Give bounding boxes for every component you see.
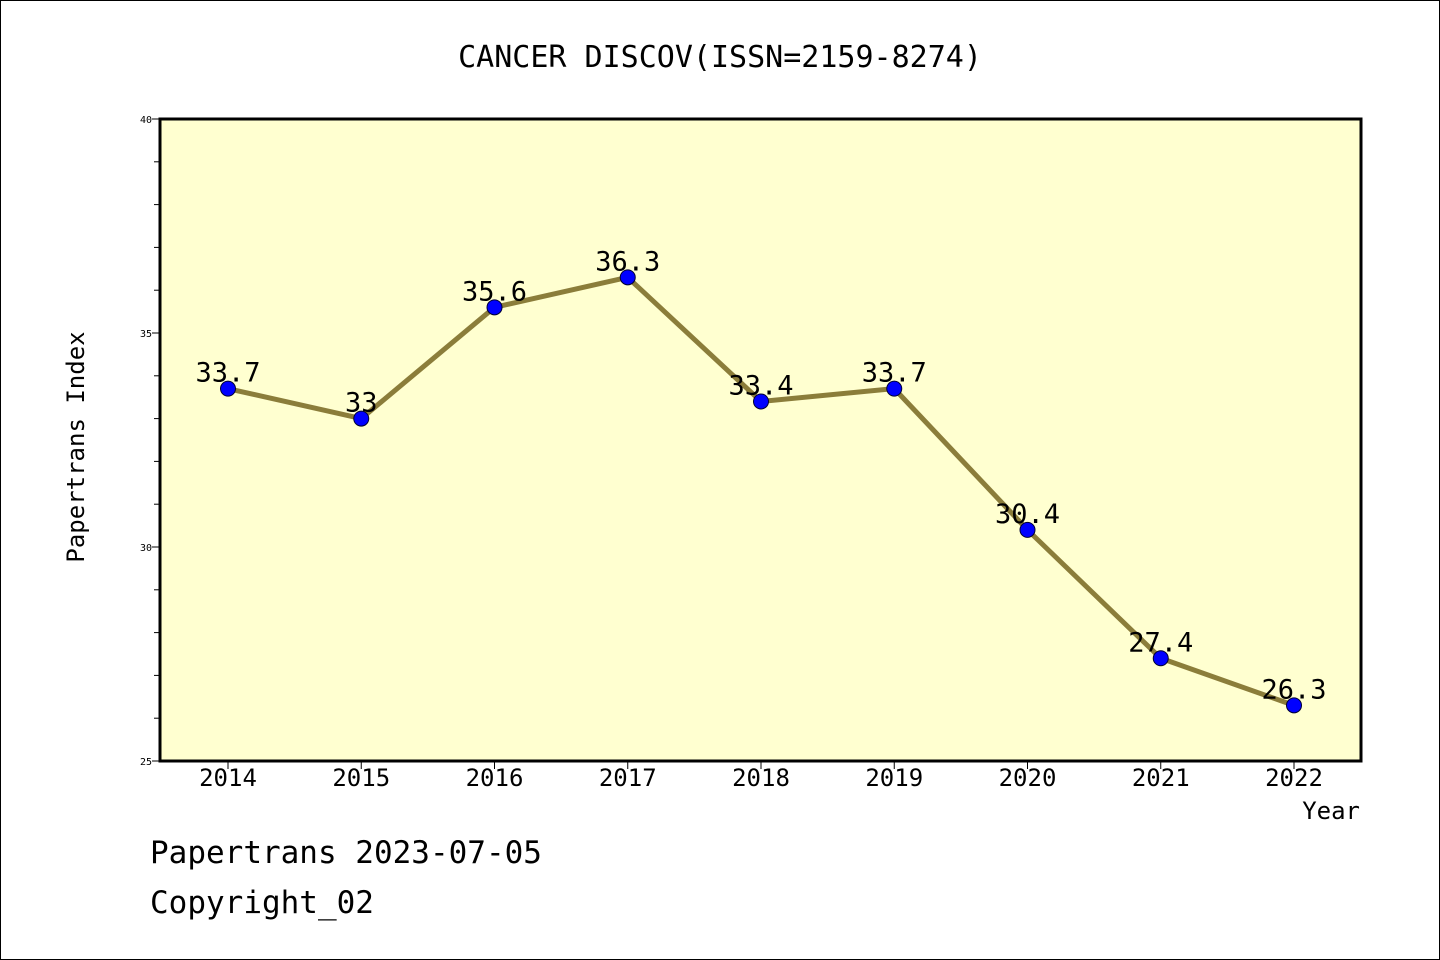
x-tick-label: 2018 [732, 764, 790, 792]
y-axis-ticks: 25 30 35 40 [140, 115, 160, 768]
x-tick-label: 2020 [999, 764, 1057, 792]
chart-title: CANCER DISCOV(ISSN=2159-8274) [458, 40, 982, 75]
data-label: 33.7 [195, 358, 260, 389]
data-label: 30.4 [995, 499, 1060, 530]
x-tick-label: 2016 [466, 764, 524, 792]
data-point [753, 393, 769, 410]
y-axis-title: Papertrans Index [62, 331, 90, 562]
x-axis-title: Year [1302, 797, 1360, 825]
data-point [1286, 697, 1302, 714]
data-point [1152, 650, 1169, 667]
data-point [886, 380, 903, 397]
x-tick-label: 2014 [199, 764, 257, 792]
data-label: 33.7 [862, 358, 927, 389]
data-point [486, 299, 503, 316]
data-label: 26.3 [1261, 674, 1326, 705]
y-tick-label: 30 [140, 543, 152, 554]
data-label: 27.4 [1128, 627, 1193, 658]
x-tick-label: 2015 [332, 764, 390, 792]
footer-copyright-text: Copyright_02 [150, 885, 374, 921]
data-point [353, 410, 370, 427]
x-axis-ticks: 2014 2015 2016 2017 2018 2019 2020 2021 2022 [199, 761, 1323, 792]
x-tick-label: 2022 [1265, 764, 1323, 792]
data-label: 36.3 [595, 246, 660, 277]
data-point [220, 380, 236, 397]
y-tick-label: 25 [140, 757, 152, 768]
data-point [1019, 521, 1036, 538]
x-tick-label: 2017 [599, 764, 657, 792]
x-tick-label: 2019 [865, 764, 923, 792]
y-tick-label: 40 [140, 115, 152, 126]
data-label: 33 [345, 388, 378, 419]
x-tick-label: 2021 [1132, 764, 1190, 792]
data-label: 35.6 [462, 276, 527, 307]
data-label: 33.4 [728, 370, 793, 401]
series-layer: 33.7 33 35.6 36.3 33.4 33.7 30.4 27.4 26.3 [195, 246, 1327, 714]
data-point [619, 269, 636, 286]
y-tick-label: 35 [140, 329, 152, 340]
footer-date-text: Papertrans 2023-07-05 [150, 835, 542, 871]
